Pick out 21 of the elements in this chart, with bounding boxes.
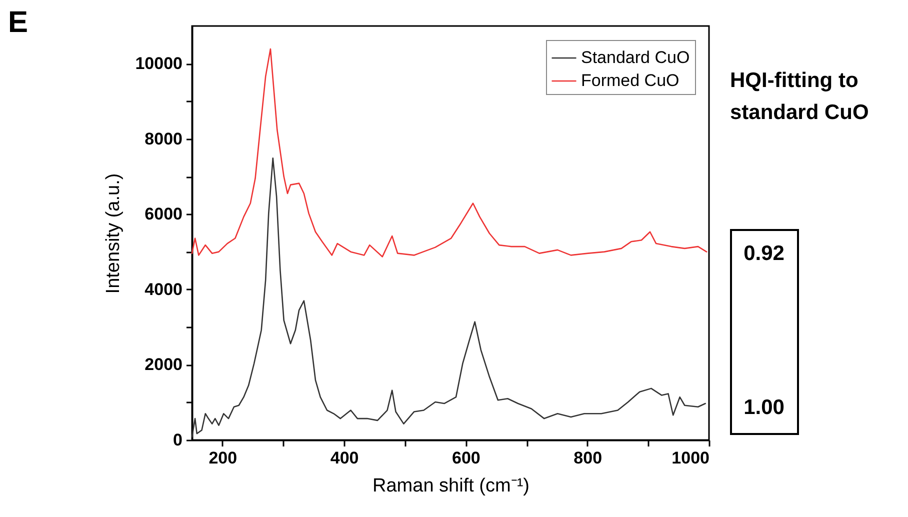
y-axis-title: Intensity (a.u.)	[103, 173, 124, 294]
text: 1.00	[744, 396, 784, 419]
y-tick-label: 10000	[135, 54, 182, 74]
line-series	[191, 157, 706, 438]
x-tick-label: 800	[574, 448, 602, 468]
chart-title: E	[8, 6, 28, 39]
y-tick-label: 4000	[144, 280, 182, 299]
text: 0.92	[744, 242, 784, 265]
x-axis-title: Raman shift (cm⁻¹)	[372, 476, 530, 496]
text: HQI-fitting to standard CuO	[730, 69, 869, 124]
y-tick-label: 0	[173, 430, 182, 450]
y-tick-label: 2000	[144, 355, 182, 374]
line-series	[191, 48, 708, 258]
legend-label: Formed CuO	[581, 71, 680, 90]
x-tick-label: 400	[330, 448, 359, 468]
x-tick-label: 200	[208, 448, 238, 468]
x-tick-label: 600	[452, 448, 480, 468]
x-tick-label: 1000	[672, 448, 710, 468]
y-tick-label: 8000	[144, 129, 182, 148]
legend-label: Standard CuO	[581, 48, 690, 67]
y-tick-label: 6000	[144, 204, 182, 224]
